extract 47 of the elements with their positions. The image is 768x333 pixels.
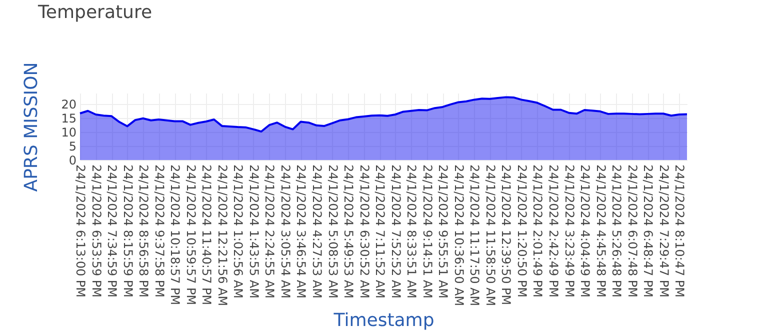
x-tick-label: 24/1/2024 2:01:49 PM (530, 164, 545, 298)
x-tick-label: 24/1/2024 3:46:54 AM (294, 164, 308, 298)
x-tick-label: 24/1/2024 5:26:48 PM (610, 164, 624, 298)
x-tick-label: 24/1/2024 1:43:55 AM (246, 164, 261, 298)
x-tick-label: 24/1/2024 6:30:52 AM (357, 164, 372, 298)
x-tick-label: 24/1/2024 10:36:50 AM (452, 164, 466, 306)
x-tick-label: 24/1/2024 8:10:47 PM (672, 164, 687, 298)
x-tick-label: 24/1/2024 6:48:47 PM (641, 164, 656, 298)
x-tick-label: 24/1/2024 9:37:58 PM (152, 164, 166, 298)
x-tick-label: 24/1/2024 6:07:48 PM (625, 164, 640, 298)
x-tick-label: 24/1/2024 10:18:57 PM (168, 164, 182, 306)
y-tick-label: 20 (61, 98, 76, 112)
x-tick-label: 24/1/2024 12:39:50 PM (499, 164, 514, 306)
chart-title: Temperature (37, 2, 152, 23)
x-tick-label: 24/1/2024 1:20:50 PM (514, 164, 529, 298)
x-tick-label: 24/1/2024 8:15:59 PM (120, 164, 135, 298)
x-tick-label: 24/1/2024 4:04:49 PM (578, 164, 592, 298)
x-axis-title: Timestamp (332, 310, 434, 332)
y-tick-label: 15 (61, 112, 76, 126)
x-tick-label: 24/1/2024 9:55:51 AM (436, 164, 450, 298)
x-tick-label: 24/1/2024 11:58:50 AM (483, 164, 498, 306)
x-tick-label: 24/1/2024 7:29:47 PM (656, 164, 671, 298)
y-tick-label: 10 (61, 126, 76, 140)
x-tick-label: 24/1/2024 8:33:51 AM (404, 164, 419, 298)
x-tick-label: 24/1/2024 7:34:59 PM (105, 164, 120, 298)
x-tick-label: 24/1/2024 4:45:48 PM (594, 164, 608, 298)
y-tick-label: 5 (68, 140, 76, 154)
x-tick-label: 24/1/2024 6:13:00 PM (74, 164, 88, 298)
x-tick-label: 24/1/2024 2:24:55 AM (262, 164, 277, 298)
x-tick-label: 24/1/2024 6:53:59 PM (89, 164, 104, 298)
x-tick-label: 24/1/2024 11:40:57 PM (200, 164, 214, 306)
x-tick-label: 24/1/2024 2:42:49 PM (546, 164, 560, 298)
x-tick-label: 24/1/2024 7:52:52 AM (388, 164, 403, 298)
x-tick-label: 24/1/2024 12:21:56 AM (215, 164, 230, 306)
x-tick-label: 24/1/2024 7:11:52 AM (373, 164, 388, 298)
y-axis-title: APRS MISSION (21, 62, 42, 192)
x-tick-label: 24/1/2024 5:08:53 AM (326, 164, 340, 298)
x-tick-label: 24/1/2024 1:02:56 AM (231, 164, 246, 298)
x-tick-label: 24/1/2024 11:17:50 AM (468, 164, 482, 306)
x-tick-label: 24/1/2024 4:27:53 AM (310, 164, 324, 298)
x-tick-label: 24/1/2024 9:14:51 AM (420, 164, 434, 298)
x-tick-label: 24/1/2024 8:56:58 PM (136, 164, 151, 298)
x-tick-label: 24/1/2024 10:59:57 PM (184, 164, 198, 306)
y-tick-label: 0 (68, 154, 76, 168)
x-tick-label: 24/1/2024 3:05:54 AM (278, 164, 292, 298)
x-tick-label: 24/1/2024 5:49:53 AM (342, 164, 356, 298)
x-tick-label: 24/1/2024 3:23:49 PM (562, 164, 576, 298)
